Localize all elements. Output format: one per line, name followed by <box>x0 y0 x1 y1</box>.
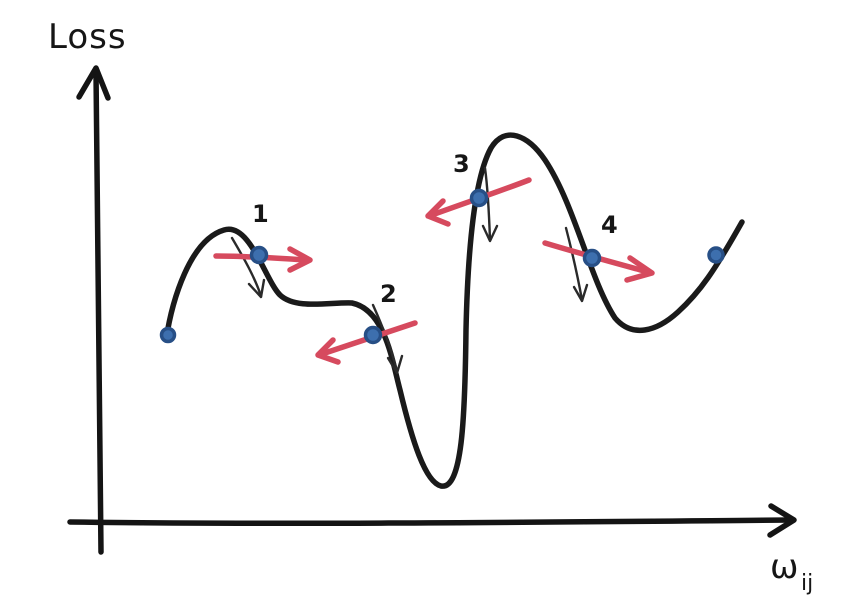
y-axis-line <box>93 69 104 555</box>
point-label-4: 4 <box>601 211 618 239</box>
gradient-arrow-4 <box>564 226 589 303</box>
loss-curve <box>163 132 745 489</box>
step-arrow-4-head <box>624 255 655 283</box>
end-point <box>707 246 725 264</box>
x-axis: ω ij <box>67 503 813 596</box>
gradient-arrows <box>230 166 589 375</box>
point-3 <box>469 188 489 208</box>
step-arrow-2-head <box>315 337 341 365</box>
curve-points <box>159 188 725 345</box>
x-axis-label: ω <box>770 547 799 587</box>
step-labels: 1 2 3 4 <box>252 150 618 308</box>
point-label-1: 1 <box>252 200 269 228</box>
point-1 <box>249 245 269 265</box>
gradient-arrow-3 <box>481 166 499 243</box>
start-point <box>159 326 177 344</box>
x-axis-line <box>67 517 793 527</box>
step-arrow-1-head <box>287 246 313 273</box>
point-4 <box>582 248 602 268</box>
point-label-2: 2 <box>380 280 397 308</box>
point-label-3: 3 <box>453 150 470 178</box>
y-axis: Loss <box>48 17 127 555</box>
gradient-arrow-2 <box>371 303 404 375</box>
x-axis-arrowhead <box>767 503 797 538</box>
step-arrows <box>213 177 655 365</box>
step-arrow-3-head <box>425 198 451 227</box>
y-axis-arrowhead <box>76 65 111 101</box>
point-2 <box>363 325 383 345</box>
y-axis-label: Loss <box>48 17 127 57</box>
x-axis-label-subscript: ij <box>801 571 813 596</box>
gradient-arrow-1 <box>230 236 266 299</box>
